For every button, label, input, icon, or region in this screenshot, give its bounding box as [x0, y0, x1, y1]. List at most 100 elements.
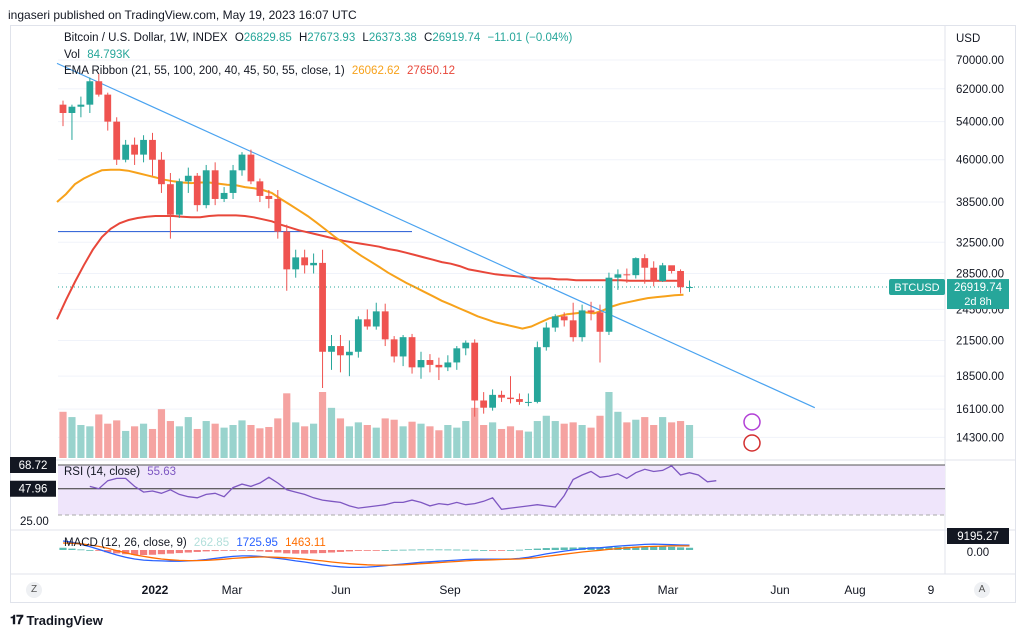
ema-slow-line — [56, 214, 684, 320]
macd-histogram-bar — [363, 550, 371, 551]
macd-histogram-bar — [274, 550, 282, 553]
candle-body — [525, 401, 532, 403]
candle-body — [104, 94, 112, 122]
auto-scale-button[interactable]: A — [974, 582, 990, 598]
candle-body — [560, 316, 568, 321]
volume-bar — [184, 417, 192, 458]
candle-body — [605, 277, 613, 332]
macd-signal-line — [62, 542, 690, 566]
time-axis-label: 9 — [928, 583, 935, 597]
volume-bar — [247, 425, 255, 458]
macd-histogram-bar — [157, 550, 166, 555]
volume-bar — [131, 426, 139, 458]
macd-histogram-bar — [542, 548, 550, 550]
time-axis-label: 2022 — [142, 583, 169, 597]
candle-body — [220, 192, 228, 199]
candle-body — [301, 257, 309, 266]
candle-body — [444, 362, 452, 368]
candle-body — [59, 104, 67, 113]
candle-body — [363, 319, 371, 327]
volume-bar — [95, 414, 103, 458]
macd-histogram-bar — [95, 550, 103, 551]
rsi-axis-label: 47.96 — [19, 484, 48, 496]
candle-body — [408, 337, 416, 368]
volume-bar — [426, 426, 434, 458]
price-tick-label: 32500.00 — [956, 237, 1004, 249]
volume-bar — [229, 425, 237, 458]
candle-body — [462, 342, 470, 349]
volume-bar — [408, 421, 416, 458]
legend-macd-v1: 262.85 — [193, 537, 230, 549]
candle-body — [211, 170, 219, 199]
macd-pane — [59, 540, 694, 569]
volume-bar — [175, 426, 183, 458]
axes: 70000.00 62000.00 54000.00 46000.00 38500.00… — [10, 33, 1009, 597]
macd-histogram-bar — [551, 547, 559, 550]
candle-body — [578, 310, 586, 338]
volume-bar — [524, 431, 532, 458]
volume-bar — [301, 426, 309, 458]
publisher-line: ingaseri published on TradingView.com, M… — [8, 8, 357, 22]
legend-symbol[interactable]: Bitcoin / U.S. Dollar, 1W, INDEX — [64, 32, 228, 44]
candle-body — [677, 270, 684, 288]
macd-histogram-bar — [265, 550, 273, 552]
volume-bar — [265, 426, 273, 458]
time-axis-label: Aug — [844, 583, 865, 597]
rsi-axis-label: 68.72 — [19, 460, 48, 472]
legend-macd-v3: 1463.11 — [285, 537, 326, 549]
volume-bar — [560, 423, 568, 458]
candle-body — [346, 351, 353, 356]
macd-histogram-bar — [256, 550, 264, 552]
volume-bar — [139, 423, 148, 458]
candle-body — [542, 327, 550, 348]
candle-body — [507, 397, 514, 400]
volume-bar — [381, 418, 389, 458]
rsi-band — [58, 465, 945, 515]
macd-histogram-bar — [685, 547, 694, 550]
candle-body — [668, 265, 675, 271]
macd-histogram-bar — [462, 549, 470, 551]
legend-ema-v1: 26062.62 — [351, 65, 400, 77]
legend-volume: Vol 84.793K — [64, 49, 131, 61]
rsi-axis-tag — [10, 480, 56, 497]
candle-body — [149, 139, 156, 160]
macd-histogram-bar — [184, 550, 192, 553]
macd-histogram-bar — [659, 546, 667, 550]
candle-body — [399, 337, 407, 357]
left-scroll-button[interactable]: Z — [26, 582, 42, 598]
tv-logo-icon: 𝟏𝟕 — [10, 612, 24, 627]
macd-histogram-bar — [247, 550, 255, 551]
volume-bar — [641, 417, 649, 458]
macd-histogram-bar — [354, 550, 362, 551]
macd-histogram-bar — [668, 546, 676, 550]
macd-histogram-bar — [301, 550, 309, 554]
volume-bar — [480, 425, 488, 458]
volume-bar — [220, 427, 228, 458]
candle-body — [256, 181, 264, 196]
candle-body — [390, 339, 398, 357]
volume-bar — [569, 422, 577, 458]
candle-body — [489, 394, 496, 408]
macd-histogram-bar — [497, 550, 506, 551]
candles — [59, 73, 693, 417]
time-axis-label: Jun — [331, 583, 350, 597]
macd-histogram-bar — [372, 550, 380, 551]
candle-body — [453, 348, 461, 363]
macd-histogram-bar — [113, 550, 121, 554]
legend-ema-v2: 27650.12 — [407, 65, 455, 77]
volume-bar — [238, 420, 246, 458]
macd-histogram-bar — [148, 550, 157, 555]
price-tick-label: 14300.00 — [956, 432, 1004, 444]
volume-bar — [596, 415, 604, 458]
volume-bar — [77, 425, 85, 458]
price-tick-label: 28500.00 — [956, 268, 1004, 280]
symbol-tag-label: BTCUSD — [894, 282, 939, 294]
legend-ema-label: EMA Ribbon (21, 55, 100, 200, 40, 45, 50… — [64, 65, 345, 77]
macd-histogram-bar — [77, 549, 85, 551]
candle-body — [659, 265, 667, 282]
macd-histogram-bar — [524, 549, 532, 550]
macd-histogram-bar — [336, 550, 345, 552]
legend-open: 26829.85 — [243, 32, 292, 44]
candle-body — [247, 154, 255, 182]
